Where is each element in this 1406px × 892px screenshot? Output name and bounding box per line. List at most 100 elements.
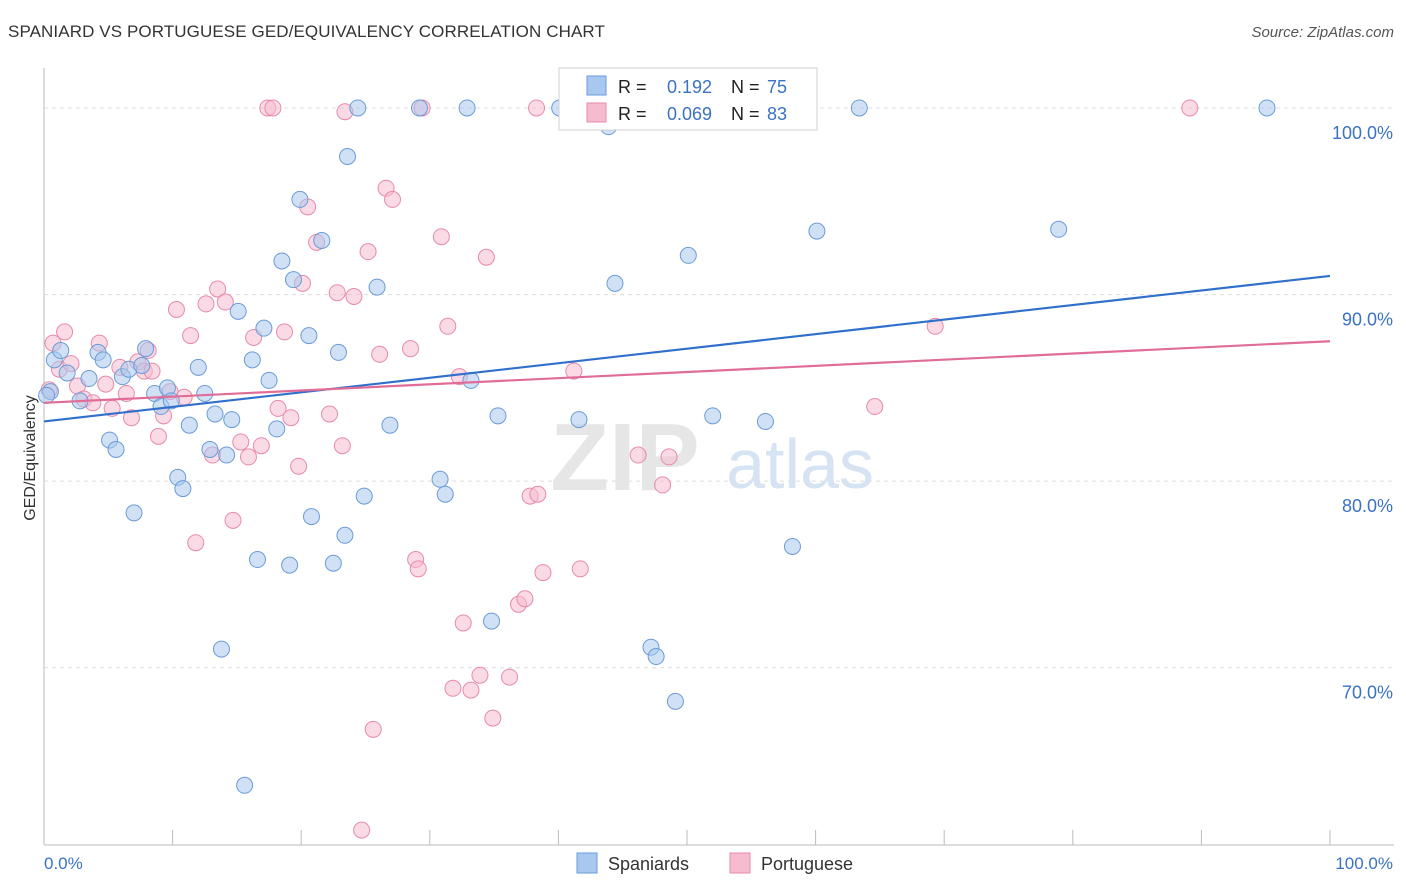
portuguese-point-66 [484,709,502,727]
portuguese-point-44 [328,284,346,302]
spaniards-point-13 [133,356,151,374]
spaniards-point-72 [1050,220,1068,238]
legend-spaniards-swatch [576,852,598,874]
portuguese-point-71 [528,99,546,117]
portuguese-r-value: 0.069 [667,104,712,124]
gridlines [44,107,1394,669]
spaniards-point-23 [196,384,214,402]
y-tick-label-100: 100.0% [1332,123,1393,143]
spaniards-point-51 [411,99,429,117]
portuguese-point-18 [149,427,167,445]
spaniards-point-25 [206,405,224,423]
portuguese-point-65 [477,248,495,266]
spaniards-point-47 [349,99,367,117]
spaniards-point-41 [302,508,320,526]
spaniards-point-53 [436,485,454,503]
spaniards-point-66 [679,246,697,264]
spaniards-point-54 [458,99,476,117]
portuguese-point-80 [866,398,884,416]
spaniards-point-71 [850,99,868,117]
spaniards-point-69 [783,537,801,555]
portuguese-point-27 [209,280,227,298]
x-tick-label-min: 0.0% [44,854,83,873]
portuguese-point-60 [444,679,462,697]
x-tick-label-max: 100.0% [1335,854,1393,873]
spaniards-point-34 [260,371,278,389]
y-tick-label-70: 70.0% [1342,683,1393,703]
spaniards-point-70 [808,222,826,240]
portuguese-point-69 [516,590,534,608]
portuguese-point-78 [654,476,672,494]
spaniards-point-44 [329,343,347,361]
spaniards-point-49 [368,278,386,296]
watermark-atlas: atlas [726,425,874,503]
portuguese-point-74 [565,362,583,380]
source-label: Source: ZipAtlas.com [1251,24,1394,41]
portuguese-point-82 [1181,99,1199,117]
spaniards-point-2 [52,342,70,360]
legend-spaniards-label: Spaniards [608,854,689,874]
spaniards-point-29 [229,302,247,320]
spaniards-point-31 [243,351,261,369]
portuguese-point-56 [409,560,427,578]
portuguese-n-label: N = [731,104,760,124]
axes [43,68,1394,846]
spaniards-r-label: R = [618,77,647,97]
legend-portuguese-swatch [729,852,751,874]
portuguese-point-9 [97,375,115,393]
spaniards-point-9 [107,440,125,458]
portuguese-point-64 [471,666,489,684]
portuguese-point-72 [529,485,547,503]
spaniards-point-7 [94,351,112,369]
portuguese-r-label: R = [618,104,647,124]
spaniards-point-40 [300,327,318,345]
spaniards-point-22 [189,358,207,376]
portuguese-point-45 [333,437,351,455]
portuguese-point-35 [264,99,282,117]
bottom-legend: Spaniards Portuguese [576,852,853,874]
portuguese-swatch [586,102,607,123]
portuguese-point-3 [56,323,74,341]
spaniards-point-33 [255,319,273,337]
chart-title: SPANIARD VS PORTUGUESE GED/EQUIVALENCY C… [8,22,605,41]
portuguese-point-31 [239,448,257,466]
spaniards-n-label: N = [731,77,760,97]
x-ticks [172,830,1331,845]
portuguese-point-63 [462,681,480,699]
portuguese-point-75 [571,560,589,578]
portuguese-point-77 [629,446,647,464]
portuguese-point-73 [534,564,552,582]
spaniards-point-43 [324,554,342,572]
portuguese-point-21 [167,301,185,318]
spaniards-point-42 [313,231,331,249]
spaniards-point-74 [38,386,56,404]
portuguese-point-33 [252,437,270,455]
trend-lines [43,274,1331,423]
spaniards-point-30 [236,776,254,794]
spaniards-point-27 [218,446,236,464]
spaniards-point-73 [1258,99,1276,117]
portuguese-point-62 [454,614,472,632]
spaniards-point-52 [431,470,449,488]
spaniards-point-3 [58,364,76,382]
portuguese-point-53 [384,190,402,208]
portuguese-point-25 [197,295,215,313]
portuguese-point-39 [290,457,308,475]
y-axis-label: GED/Equivalency [22,395,39,520]
spaniards-point-12 [125,504,143,522]
spaniards-point-57 [489,407,507,425]
portuguese-point-81 [926,317,944,335]
y-tick-labels: 70.0% 80.0% 90.0% 100.0% [1332,123,1393,703]
spaniards-point-64 [666,692,684,710]
spaniards-r-value: 0.192 [667,77,712,97]
spaniards-point-61 [606,274,624,292]
spaniards-point-56 [483,612,501,630]
spaniards-point-20 [174,480,192,498]
spaniards-point-50 [381,416,399,434]
spaniards-point-32 [248,551,266,569]
portuguese-point-23 [182,327,200,345]
y-tick-label-80: 80.0% [1342,496,1393,516]
portuguese-point-51 [371,345,389,363]
spaniards-point-35 [268,420,286,438]
